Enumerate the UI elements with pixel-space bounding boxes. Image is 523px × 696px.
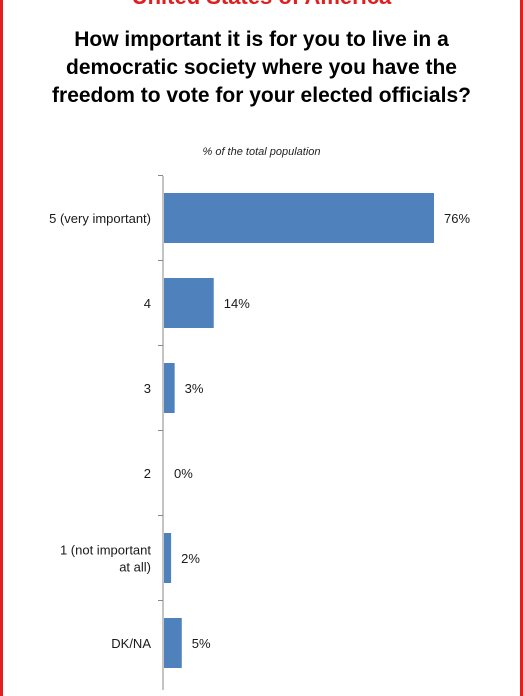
category-label: 1 (not important <box>60 543 151 558</box>
value-label: 0% <box>174 466 193 481</box>
bar <box>164 193 434 243</box>
value-label: 5% <box>192 636 211 651</box>
chart-subtitle: % of the total population <box>202 146 321 158</box>
category-label: DK/NA <box>111 636 151 651</box>
category-label: at all) <box>119 560 151 575</box>
category-label: 3 <box>144 381 151 396</box>
bar <box>164 278 214 328</box>
value-label: 14% <box>224 296 250 311</box>
bar <box>164 618 182 668</box>
country-header: United States of America <box>0 0 523 10</box>
bar <box>164 363 175 413</box>
value-label: 2% <box>181 551 200 566</box>
chart-title: How important it is for you to live in a… <box>52 28 471 107</box>
category-label: 5 (very important) <box>49 211 151 226</box>
value-label: 3% <box>185 381 204 396</box>
category-label: 4 <box>144 296 151 311</box>
value-label: 76% <box>444 211 470 226</box>
category-label: 2 <box>144 466 151 481</box>
bar <box>164 533 172 583</box>
